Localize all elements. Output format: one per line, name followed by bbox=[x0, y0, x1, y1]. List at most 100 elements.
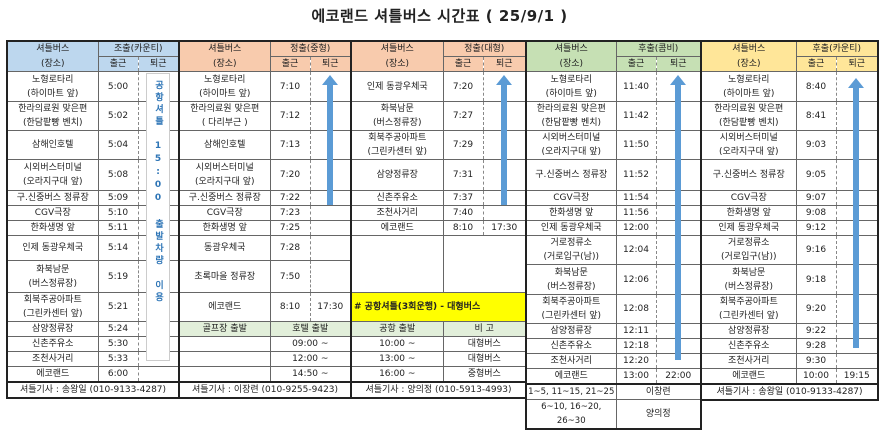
departure-time: 7:23 bbox=[269, 205, 311, 221]
stop-name: 조천사거리 bbox=[350, 205, 444, 221]
return-note: 공항셔틀 15:00 출발차량 이용 bbox=[146, 73, 170, 361]
column-header-commute-out: 출근 bbox=[615, 56, 657, 72]
departure-time: 9:18 bbox=[795, 264, 837, 295]
departure-time: 11:52 bbox=[615, 159, 657, 191]
return-time bbox=[835, 353, 879, 369]
shuttle-cell bbox=[178, 351, 271, 367]
rotation-driver: 양의정 bbox=[615, 399, 702, 430]
column-header-stop: 셔틀버스 bbox=[178, 40, 271, 57]
column-header-stop-sub: (장소) bbox=[350, 56, 444, 72]
column-header-commute-out: 출근 bbox=[269, 56, 311, 72]
stop-name: 에코랜드 bbox=[700, 368, 797, 385]
stop-name: 신촌주유소 bbox=[6, 336, 99, 352]
shuttle-cell bbox=[178, 336, 271, 352]
stop-row: 에코랜드 13:00 22:00 bbox=[525, 368, 702, 385]
departure-time: 12:20 bbox=[615, 353, 657, 369]
column-header-stop: 셔틀버스 bbox=[6, 40, 99, 57]
departure-time: 5:10 bbox=[97, 205, 139, 221]
stop-row: 구.신중버스 정류장 9:05 bbox=[700, 159, 879, 191]
stop-row: 시외버스터미널 (오라지구대 앞) 9:03 bbox=[700, 130, 879, 160]
arrow-up-icon bbox=[495, 75, 512, 205]
departure-time: 8:40 bbox=[795, 71, 837, 102]
stop-row: 구.신중버스 정류장 7:22 bbox=[178, 190, 352, 206]
departure-time: 7:25 bbox=[269, 220, 311, 236]
stop-name: 회북주공아파트 (그린카센터 앞) bbox=[350, 130, 444, 160]
stop-row: 화북남문 (버스정류장) 9:18 bbox=[700, 264, 879, 295]
shuttle-cell: 13:00 ~ bbox=[350, 351, 444, 367]
stop-name: 화북남문 (버스정류장) bbox=[525, 264, 617, 295]
stop-name: 초록마을 정류장 bbox=[178, 260, 271, 293]
driver-contact: 셔틀기사 : 송왕일 (010-9133-4287) bbox=[6, 381, 180, 399]
sub-header-row: 골프장 출발 호텔 출발 bbox=[178, 321, 352, 337]
stop-name: 동광우체국 bbox=[178, 235, 271, 261]
departure-time: 9:03 bbox=[795, 130, 837, 160]
arrow-up-icon bbox=[669, 75, 686, 360]
stop-name: 신촌주유소 bbox=[700, 338, 797, 354]
stop-row: CGV극장 7:23 bbox=[178, 205, 352, 221]
departure-time: 12:08 bbox=[615, 294, 657, 324]
return-time: 17:30 bbox=[482, 220, 527, 236]
departure-time: 7:22 bbox=[269, 190, 311, 206]
departure-time: 5:14 bbox=[97, 235, 139, 261]
column-header-commute-out: 출근 bbox=[795, 56, 837, 72]
departure-time: 9:22 bbox=[795, 323, 837, 339]
departure-time: 9:08 bbox=[795, 205, 837, 221]
sub-header: 비 고 bbox=[442, 321, 527, 337]
departure-time: 5:24 bbox=[97, 321, 139, 337]
return-time bbox=[309, 220, 352, 236]
header-row: 셔틀버스 정출(대형) bbox=[350, 40, 527, 57]
stop-name: 회북주공아파트 (그린카센터 앞) bbox=[700, 294, 797, 324]
departure-time: 7:12 bbox=[269, 101, 311, 131]
shuttle-row: 10:00 ~ 대형버스 bbox=[350, 336, 527, 352]
departure-time: 5:11 bbox=[97, 220, 139, 236]
departure-time: 12:18 bbox=[615, 338, 657, 354]
route-header: 정출(대형) bbox=[442, 40, 527, 57]
departure-time: 9:16 bbox=[795, 235, 837, 265]
departure-time: 8:10 bbox=[442, 220, 484, 236]
sub-header: 호텔 출발 bbox=[269, 321, 352, 337]
stop-row: 인제 동광우체국 5:14 bbox=[6, 235, 180, 261]
departure-time: 12:06 bbox=[615, 264, 657, 295]
driver-contact: 셔틀기사 : 이장련 (010-9255-9423) bbox=[178, 381, 352, 399]
stop-name: 노형로타리 (하이마트 앞) bbox=[525, 71, 617, 102]
column-header-commute-in: 퇴근 bbox=[309, 56, 352, 72]
departure-time: 7:31 bbox=[442, 159, 484, 191]
stop-row: 회북주공아파트 (그린카센터 앞) 9:20 bbox=[700, 294, 879, 324]
stop-name: 화북남문 (버스정류장) bbox=[6, 260, 99, 293]
stop-name: 삼해인호텔 bbox=[178, 130, 271, 160]
stop-name: 신촌주유소 bbox=[350, 190, 444, 206]
departure-time: 7:28 bbox=[269, 235, 311, 261]
stop-name: 구.신중버스 정류장 bbox=[700, 159, 797, 191]
shuttle-cell: 10:00 ~ bbox=[350, 336, 444, 352]
sub-header: 공항 출발 bbox=[350, 321, 444, 337]
column-header-commute-in: 퇴근 bbox=[835, 56, 879, 72]
column-header-stop-sub: (장소) bbox=[178, 56, 271, 72]
shuttle-cell: 중형버스 bbox=[442, 366, 527, 383]
sub-header: 골프장 출발 bbox=[178, 321, 271, 337]
header-row: (장소) 출근 퇴근 bbox=[178, 56, 352, 72]
return-time bbox=[309, 260, 352, 293]
stop-name: 인제 동광우체국 bbox=[525, 220, 617, 236]
stop-row: 에코랜드 6:00 bbox=[6, 366, 180, 383]
stop-name: 삼양정류장 bbox=[6, 321, 99, 337]
stop-row: 동광우체국 7:28 bbox=[178, 235, 352, 261]
route-header: 조출(카운티) bbox=[97, 40, 180, 57]
stop-name: CGV극장 bbox=[700, 190, 797, 206]
departure-time: 5:09 bbox=[97, 190, 139, 206]
departure-time: 11:42 bbox=[615, 101, 657, 131]
departure-time: 12:11 bbox=[615, 323, 657, 339]
stop-row: CGV극장 9:07 bbox=[700, 190, 879, 206]
departure-time: 7:10 bbox=[269, 71, 311, 102]
departure-time: 5:33 bbox=[97, 351, 139, 367]
footer-row: 셔틀기사 : 이장련 (010-9255-9423) bbox=[178, 381, 352, 399]
page-title: 에코랜드 셔틀버스 시간표 ( 25/9/1 ) bbox=[311, 7, 568, 25]
departure-time: 11:56 bbox=[615, 205, 657, 221]
stop-row: 인제 동광우체국 9:12 bbox=[700, 220, 879, 236]
footer-row: 셔틀기사 : 양의정 (010-5913-4993) bbox=[350, 381, 527, 399]
stop-row: 신촌주유소 7:37 bbox=[350, 190, 527, 206]
stop-name: 한화생명 앞 bbox=[178, 220, 271, 236]
blank-cell bbox=[350, 235, 444, 293]
stop-name: 에코랜드 bbox=[525, 368, 617, 385]
stop-row: 초록마을 정류장 7:50 bbox=[178, 260, 352, 293]
stop-name: 삼해인호텔 bbox=[6, 130, 99, 160]
